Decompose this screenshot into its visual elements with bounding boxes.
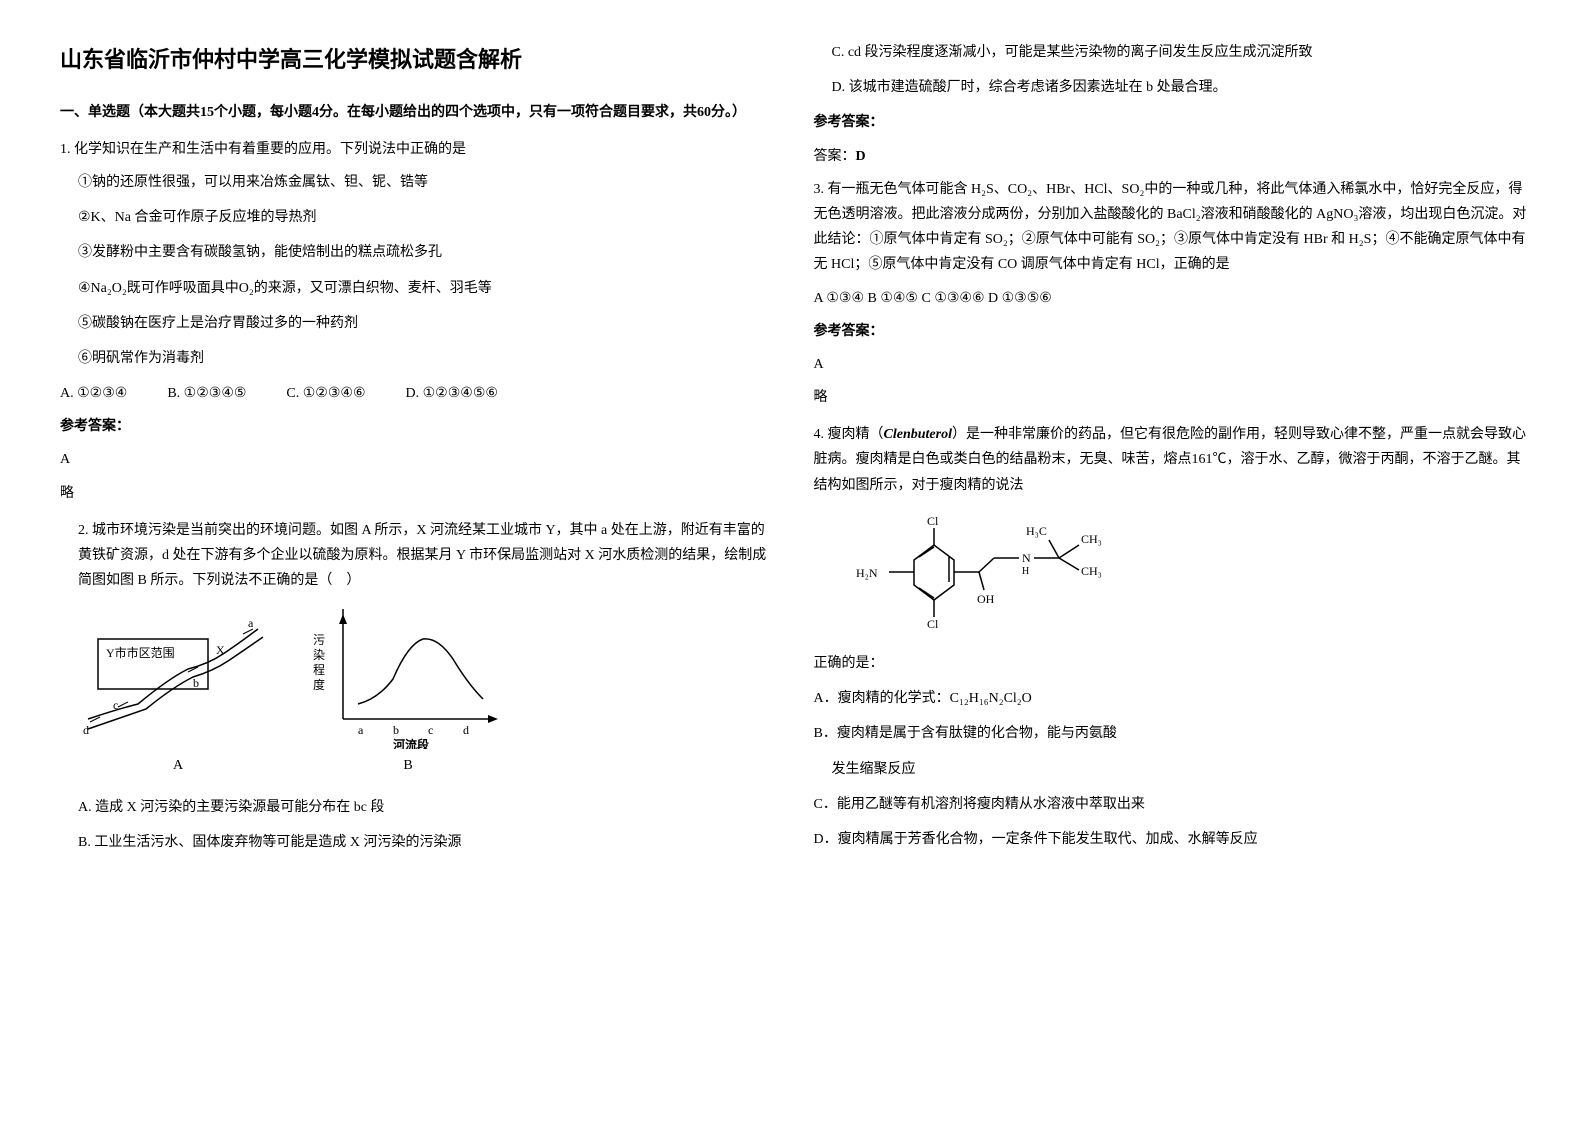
q1-item5: ⑤碳酸钠在医疗上是治疗胃酸过多的一种药剂 [60, 311, 774, 336]
q1-item4: ④Na₂O₂既可作呼吸面具中O₂的来源，又可漂白织物、麦杆、羽毛等 [60, 276, 774, 301]
diagram-a-point-c: c [113, 698, 118, 712]
mol-h: H [1022, 566, 1029, 577]
mol-cl2: Cl [927, 617, 939, 630]
q4-correct-label: 正确的是： [814, 651, 1528, 676]
diagram-b-xtick-d: d [463, 723, 469, 737]
section-header: 一、单选题（本大题共15个小题，每小题4分。在每小题给出的四个选项中，只有一项符… [60, 100, 774, 125]
diagram-b-xtick-c: c [428, 723, 433, 737]
q1-optD: D. ①②③④⑤⑥ [406, 381, 498, 406]
diagram-a-label: A [78, 753, 278, 778]
diagram-b-xlabel: 河流段 [392, 737, 430, 749]
diagram-b-label: B [308, 753, 508, 778]
q2-answer: 答案：D [814, 144, 1528, 169]
q1-answer-label: 参考答案： [60, 414, 774, 439]
mol-oh: OH [977, 592, 995, 606]
diagram-b-xtick-b: b [393, 723, 399, 737]
q4-optB: B．瘦肉精是属于含有肽键的化合物，能与丙氨酸 [814, 721, 1528, 746]
mol-n: N [1022, 551, 1031, 565]
q3-answer-label: 参考答案： [814, 319, 1528, 344]
diagram-a-wrapper: Y市市区范围 a b c d X A [78, 609, 278, 778]
question-1: 1. 化学知识在生产和生活中有着重要的应用。下列说法中正确的是 ①钠的还原性很强… [60, 137, 774, 506]
svg-text:染: 染 [313, 647, 325, 662]
q1-item1: ①钠的还原性很强，可以用来冶炼金属钛、钽、铌、锆等 [60, 170, 774, 195]
question-4: 4. 瘦肉精（Clenbuterol）是一种非常廉价的药品，但它有很危险的副作用… [814, 422, 1528, 852]
q1-note: 略 [60, 481, 774, 506]
mol-cl1: Cl [927, 514, 939, 528]
q2-optC: C. cd 段污染程度逐渐减小，可能是某些污染物的离子间发生反应生成沉淀所致 [814, 40, 1528, 65]
q4-optA: A．瘦肉精的化学式：C₁₂H₁₆N₂Cl₂O [814, 686, 1528, 711]
q1-optB: B. ①②③④⑤ [167, 381, 246, 406]
page-title: 山东省临沂市仲村中学高三化学模拟试题含解析 [60, 40, 774, 80]
mol-h2n: H₂N [856, 566, 878, 580]
diagram-a-point-d: d [83, 723, 89, 737]
question-3: 3. 有一瓶无色气体可能含 H₂S、CO₂、HBr、HCl、SO₂中的一种或几种… [814, 177, 1528, 411]
question-2: 2. 城市环境污染是当前突出的环境问题。如图 A 所示，X 河流经某工业城市 Y… [60, 518, 774, 855]
q2-diagrams: Y市市区范围 a b c d X A [60, 609, 774, 778]
diagram-b-ylabel: 污 [313, 633, 325, 647]
q3-options: A ①③④ B ①④⑤ C ①③④⑥ D ①③⑤⑥ [814, 286, 1528, 311]
q4-optC: C．能用乙醚等有机溶剂将瘦肉精从水溶液中萃取出来 [814, 792, 1528, 817]
q2-optA: A. 造成 X 河污染的主要污染源最可能分布在 bc 段 [60, 795, 774, 820]
diagram-a-box-label: Y市市区范围 [106, 645, 175, 660]
diagram-b-xtick-a: a [358, 723, 364, 737]
q3-answer: A [814, 352, 1528, 377]
q4-optD: D．瘦肉精属于芳香化合物，一定条件下能发生取代、加成、水解等反应 [814, 827, 1528, 852]
diagram-a-point-b: b [193, 676, 199, 690]
mol-h3c1: H₃C [1026, 524, 1047, 538]
diagram-a: Y市市区范围 a b c d X [78, 609, 278, 749]
q3-text: 3. 有一瓶无色气体可能含 H₂S、CO₂、HBr、HCl、SO₂中的一种或几种… [814, 177, 1528, 278]
diagram-b-wrapper: 污 染 程 度 a b c d 河流段 B [308, 609, 508, 778]
molecule-diagram: H₂N Cl Cl OH N H H₃C CH₃ CH₃ [814, 510, 1528, 639]
q1-optA: A. ①②③④ [60, 381, 127, 406]
diagram-b: 污 染 程 度 a b c d 河流段 [308, 609, 508, 749]
diagram-a-river: X [216, 643, 225, 657]
q4-text: 4. 瘦肉精（Clenbuterol）是一种非常廉价的药品，但它有很危险的副作用… [814, 422, 1528, 498]
q1-item2: ②K、Na 合金可作原子反应堆的导热剂 [60, 205, 774, 230]
q2-text: 2. 城市环境污染是当前突出的环境问题。如图 A 所示，X 河流经某工业城市 Y… [60, 518, 774, 594]
q1-options: A. ①②③④ B. ①②③④⑤ C. ①②③④⑥ D. ①②③④⑤⑥ [60, 381, 774, 406]
q2-optD: D. 该城市建造硫酸厂时，综合考虑诸多因素选址在 b 处最合理。 [814, 75, 1528, 100]
mol-ch3-1: CH₃ [1081, 532, 1102, 546]
q1-answer: A [60, 447, 774, 472]
q2-answer-label: 参考答案： [814, 110, 1528, 135]
q2-optB: B. 工业生活污水、固体废弃物等可能是造成 X 河污染的污染源 [60, 830, 774, 855]
svg-text:程: 程 [313, 662, 325, 677]
q1-optC: C. ①②③④⑥ [286, 381, 365, 406]
q3-note: 略 [814, 385, 1528, 410]
q1-text: 1. 化学知识在生产和生活中有着重要的应用。下列说法中正确的是 [60, 137, 774, 162]
q1-item3: ③发酵粉中主要含有碳酸氢钠，能使焙制出的糕点疏松多孔 [60, 240, 774, 265]
diagram-a-point-a: a [248, 616, 254, 630]
mol-ch3-2: CH₃ [1081, 564, 1102, 578]
q4-optB-cont: 发生缩聚反应 [814, 757, 1528, 782]
svg-text:度: 度 [313, 677, 325, 692]
q1-item6: ⑥明矾常作为消毒剂 [60, 346, 774, 371]
